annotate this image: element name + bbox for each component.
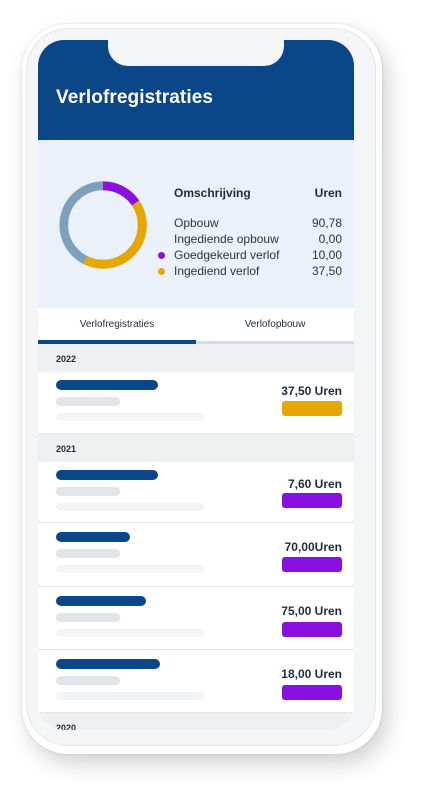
entry-status-pill — [282, 493, 342, 508]
leave-entry[interactable]: 37,50 Uren — [38, 372, 354, 434]
entry-detail-placeholder — [56, 565, 204, 573]
app-header: Verlofregistraties — [38, 40, 354, 140]
tab-bar: Verlofregistraties Verlofopbouw — [38, 308, 354, 344]
leave-entry[interactable]: 18,00 Uren — [38, 650, 354, 713]
entry-detail-placeholder — [56, 413, 204, 421]
phone-notch — [108, 40, 284, 66]
leave-donut-chart — [59, 181, 147, 269]
entry-hours: 75,00 Uren — [281, 604, 342, 618]
legend-label: Ingediende opbouw — [174, 232, 279, 246]
year-header-2020: 2020 — [38, 713, 354, 730]
leave-summary: Omschrijving Uren Opbouw 90,78 Ingediend… — [38, 140, 354, 308]
entry-hours: 18,00 Uren — [281, 667, 342, 681]
leave-entry[interactable]: 70,00Uren — [38, 523, 354, 587]
page-title: Verlofregistraties — [56, 87, 214, 108]
entry-status-pill — [282, 685, 342, 700]
entry-subtitle-placeholder — [56, 487, 120, 496]
year-header-2022: 2022 — [38, 344, 354, 372]
entry-title-placeholder — [56, 532, 130, 542]
legend-label: Opbouw — [174, 216, 219, 230]
entry-status-pill — [282, 622, 342, 637]
legend-header: Omschrijving Uren — [174, 186, 342, 200]
entry-subtitle-placeholder — [56, 549, 120, 558]
phone-screen: Verlofregistraties Omschrijving Uren Opb… — [38, 40, 354, 730]
entry-title-placeholder — [56, 596, 146, 606]
legend-value: 90,78 — [311, 216, 342, 230]
entry-detail-placeholder — [56, 629, 204, 637]
entry-title-placeholder — [56, 380, 158, 390]
legend-row-ingediende-opbouw: Ingediende opbouw 0,00 — [158, 232, 342, 248]
legend-row-ingediend-verlof: Ingediend verlof 37,50 — [158, 264, 342, 280]
entry-title-placeholder — [56, 659, 160, 669]
entry-detail-placeholder — [56, 503, 204, 511]
legend-label: Ingediend verlof — [174, 264, 260, 278]
leave-entry[interactable]: 7,60 Uren — [38, 462, 354, 523]
entry-hours: 70,00Uren — [284, 540, 342, 554]
donut-segment-ingediend — [83, 200, 147, 269]
legend-value: 37,50 — [311, 264, 342, 278]
year-header-2021: 2021 — [38, 434, 354, 462]
entry-hours: 7,60 Uren — [287, 477, 342, 491]
donut-segment-goedgekeurd — [102, 181, 140, 206]
legend-label: Goedgekeurd verlof — [174, 248, 280, 262]
tab-verlofopbouw[interactable]: Verlofopbouw — [244, 319, 306, 330]
entry-status-pill — [282, 401, 342, 416]
tab-inactive-indicator — [196, 341, 354, 344]
tab-active-indicator — [38, 340, 196, 344]
entry-hours: 37,50 Uren — [281, 384, 342, 398]
entry-subtitle-placeholder — [56, 613, 120, 622]
tab-verlofregistraties[interactable]: Verlofregistraties — [79, 319, 155, 330]
legend-row-opbouw: Opbouw 90,78 — [158, 216, 342, 232]
leave-entry[interactable]: 75,00 Uren — [38, 587, 354, 650]
legend-value: 10,00 — [311, 248, 342, 262]
legend-row-goedgekeurd-verlof: Goedgekeurd verlof 10,00 — [158, 248, 342, 264]
legend-col-omschrijving: Omschrijving — [174, 186, 251, 200]
legend-dot-yellow — [158, 268, 165, 275]
entry-detail-placeholder — [56, 692, 204, 700]
entry-subtitle-placeholder — [56, 676, 120, 685]
entry-subtitle-placeholder — [56, 397, 120, 406]
legend-dot-purple — [158, 252, 165, 259]
entry-status-pill — [282, 557, 342, 572]
legend-value: 0,00 — [318, 232, 342, 246]
legend-col-uren: Uren — [314, 186, 342, 200]
entry-title-placeholder — [56, 470, 158, 480]
